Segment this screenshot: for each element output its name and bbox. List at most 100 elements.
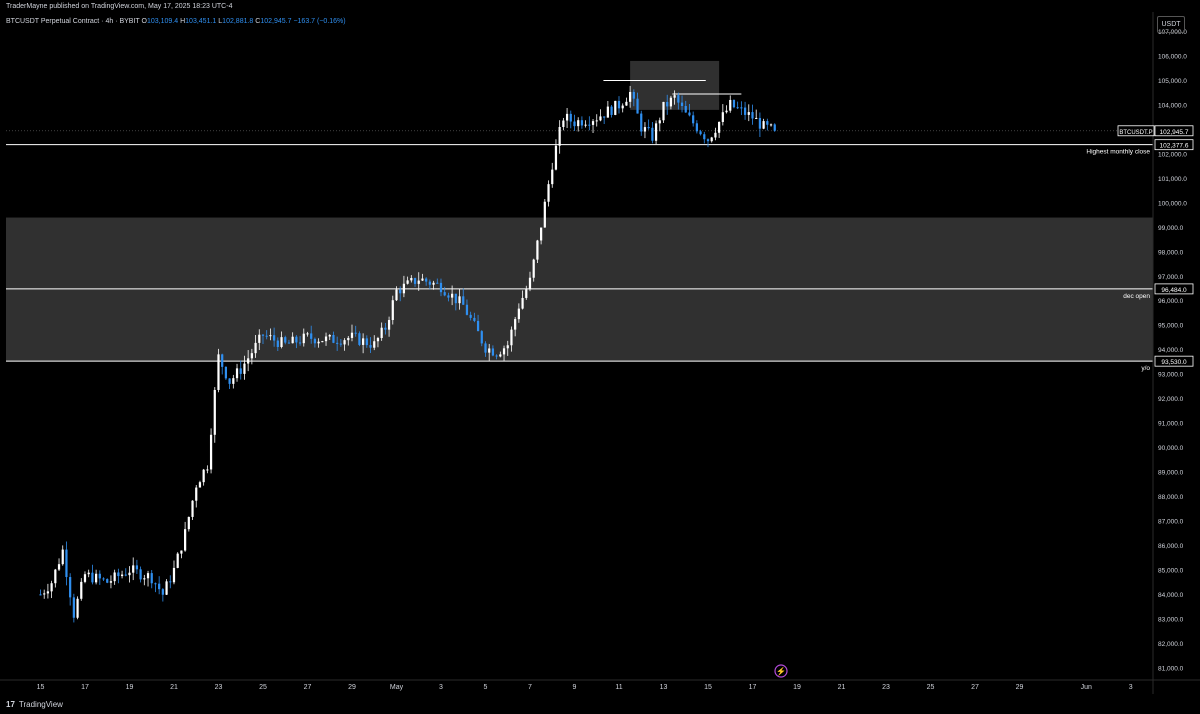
- candle-body: [484, 343, 487, 353]
- candle-body: [284, 337, 287, 343]
- candle-body: [755, 117, 758, 119]
- x-tick-label: 27: [971, 684, 979, 691]
- candle-body: [46, 591, 50, 594]
- x-tick-label: 23: [215, 684, 223, 691]
- candle-body: [528, 277, 532, 290]
- y-tick-label: 90,000.0: [1158, 445, 1184, 452]
- lightning-icon: ⚡: [776, 666, 786, 676]
- candle-body: [57, 564, 61, 570]
- y-tick-label: 96,000.0: [1158, 298, 1184, 305]
- candle-body: [265, 335, 268, 337]
- candle-body: [491, 348, 495, 356]
- candle-body: [525, 289, 528, 298]
- candle-body: [169, 581, 172, 583]
- candle-body: [280, 337, 283, 347]
- candle-body: [413, 278, 417, 284]
- y-tick-label: 89,000.0: [1158, 470, 1184, 477]
- candle-body: [595, 120, 598, 122]
- y-tick-label: 84,000.0: [1158, 592, 1184, 599]
- candle-body: [187, 516, 190, 530]
- candle-body: [732, 99, 736, 108]
- candle-body: [562, 120, 565, 128]
- x-tick-label: 17: [81, 684, 89, 691]
- candle-body: [254, 342, 257, 354]
- tradingview-logo[interactable]: 17 TradingView: [6, 700, 63, 709]
- candle-body: [135, 565, 139, 570]
- candle-body: [69, 577, 72, 598]
- candle-body: [139, 569, 142, 580]
- candle-body: [588, 124, 591, 126]
- tradingview-logo-text: TradingView: [18, 700, 63, 709]
- candle-body: [232, 378, 235, 384]
- x-tick-label: 15: [37, 684, 45, 691]
- y-tick-label: 105,000.0: [1158, 78, 1187, 85]
- candle-body: [710, 137, 713, 142]
- candle-body: [473, 317, 476, 321]
- candle-body: [198, 482, 202, 488]
- candle-body: [176, 553, 179, 568]
- candle-body: [654, 123, 658, 141]
- symbol-title[interactable]: BTCUSDT Perpetual Contract · 4h · BYBIT: [6, 18, 140, 25]
- y-tick-label: 100,000.0: [1158, 200, 1187, 207]
- y-tick-label: 83,000.0: [1158, 616, 1184, 623]
- level-note-2: y/o: [1141, 365, 1150, 372]
- low-label: L: [218, 18, 223, 25]
- candle-body: [417, 280, 420, 284]
- candle-body: [376, 338, 380, 342]
- currency-button[interactable]: USDT: [1157, 16, 1185, 33]
- x-tick-label: 19: [793, 684, 801, 691]
- candle-body: [532, 259, 535, 278]
- candle-body: [658, 120, 661, 124]
- x-tick-label: 27: [304, 684, 312, 691]
- candle-body: [773, 124, 776, 131]
- candle-body: [321, 341, 324, 343]
- y-tick-label: 85,000.0: [1158, 567, 1184, 574]
- candle-body: [373, 341, 376, 348]
- candle-body: [276, 340, 279, 347]
- candle-body: [102, 578, 105, 580]
- candle-body: [410, 278, 413, 281]
- y-tick-label: 97,000.0: [1158, 274, 1184, 281]
- candle-body: [258, 334, 261, 343]
- candle-body: [221, 354, 224, 367]
- candle-body: [324, 336, 328, 342]
- candle-body: [684, 105, 687, 113]
- candle-body: [165, 581, 168, 595]
- candle-body: [43, 593, 46, 595]
- candle-body: [202, 469, 205, 483]
- candle-body: [161, 589, 164, 595]
- candle-body: [640, 113, 643, 132]
- candle-body: [769, 124, 773, 126]
- candle-body: [447, 295, 450, 298]
- candle-body: [584, 124, 587, 126]
- candle-body: [235, 368, 239, 379]
- candle-body: [439, 282, 443, 293]
- candle-body: [50, 583, 53, 592]
- time-axis[interactable]: 15 17 19 21 23 25 27 29 May 3 5 7 9 11 13 15 17 19 21 23 25 2…: [37, 684, 1133, 691]
- candle-body: [158, 583, 161, 590]
- tradingview-logo-icon: 17: [6, 700, 15, 709]
- candle-body: [80, 581, 83, 599]
- candle-body: [273, 335, 276, 341]
- candle-body: [191, 500, 194, 517]
- candle-body: [120, 574, 124, 577]
- event-marker-icon[interactable]: [774, 664, 788, 678]
- candle-body: [317, 341, 320, 344]
- candle-body: [599, 116, 602, 121]
- candle-body: [506, 345, 509, 349]
- x-tick-label: 29: [1016, 684, 1024, 691]
- candle-body: [510, 329, 513, 346]
- y-tick-label: 104,000.0: [1158, 102, 1187, 109]
- x-tick-label: 15: [704, 684, 712, 691]
- candle-body: [688, 112, 691, 116]
- candle-body: [554, 145, 558, 170]
- x-tick-label: 13: [660, 684, 668, 691]
- footer-bar: [0, 696, 1200, 714]
- candle-body: [380, 327, 383, 339]
- candle-body: [302, 333, 305, 344]
- price-tags-layer: 102,377.6 96,484.0 93,530.0 BTCUSDT.P 102,94…: [1117, 125, 1194, 367]
- candle-body: [261, 334, 265, 336]
- candle-body: [499, 354, 502, 357]
- candle-body: [269, 335, 272, 337]
